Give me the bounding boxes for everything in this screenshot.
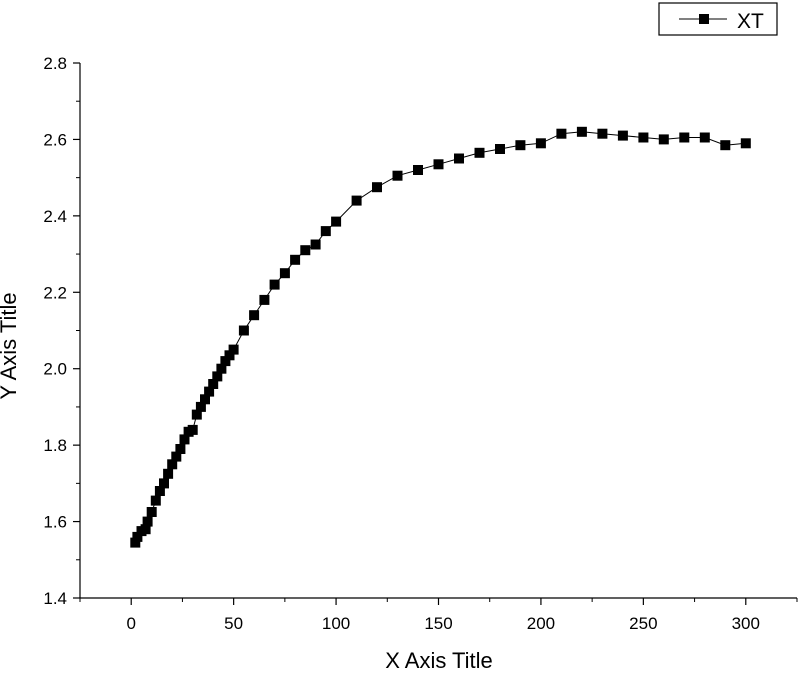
data-point — [224, 350, 235, 361]
data-point — [259, 294, 270, 305]
y-tick-label: 1.6 — [43, 513, 67, 532]
y-tick-label: 2.8 — [43, 54, 67, 73]
data-point — [179, 434, 190, 445]
y-tick-label: 2.0 — [43, 360, 67, 379]
data-point — [163, 468, 174, 479]
data-point — [195, 401, 206, 412]
data-point — [167, 459, 178, 470]
data-point — [150, 495, 161, 506]
y-axis-title: Y Axis Title — [0, 292, 21, 399]
data-point — [171, 451, 182, 462]
legend-label-xt: XT — [737, 10, 764, 33]
data-point — [351, 195, 362, 206]
y-tick-label: 2.6 — [43, 130, 67, 149]
data-point — [597, 128, 608, 139]
data-point — [220, 356, 231, 367]
data-point — [146, 507, 157, 517]
data-point — [204, 386, 215, 397]
data-point — [300, 245, 311, 256]
data-point — [454, 153, 464, 164]
y-tick-label: 2.4 — [43, 207, 67, 226]
data-point — [495, 144, 505, 154]
data-point — [638, 132, 649, 143]
data-point — [200, 394, 210, 405]
data-point — [212, 371, 223, 382]
data-point — [740, 138, 751, 149]
data-point — [474, 147, 485, 158]
legend-marker — [699, 14, 709, 24]
x-tick-label: 100 — [322, 614, 350, 633]
data-point — [208, 379, 219, 389]
data-point — [130, 537, 141, 548]
data-point — [310, 239, 321, 250]
data-point — [556, 128, 567, 139]
data-point — [269, 279, 280, 290]
data-point — [249, 310, 260, 321]
data-point — [331, 216, 342, 227]
y-tick-label: 1.8 — [43, 436, 67, 455]
x-tick-label: 300 — [732, 614, 760, 633]
data-point — [658, 134, 669, 145]
y-axis: 1.4 1.6 1.8 2.0 2.2 2.4 2.6 2.8 — [43, 54, 80, 608]
data-point — [154, 486, 165, 496]
data-point — [320, 226, 331, 237]
x-tick-label: 50 — [224, 614, 243, 633]
data-point — [576, 126, 587, 137]
data-point — [132, 531, 143, 542]
series-xt — [130, 126, 751, 548]
y-tick-label: 1.4 — [43, 589, 67, 608]
data-point — [140, 524, 151, 535]
data-point — [392, 170, 403, 181]
data-point — [238, 325, 249, 336]
data-point — [679, 132, 690, 143]
x-tick-label: 150 — [424, 614, 452, 633]
data-point — [535, 138, 546, 149]
x-axis: 0 50 100 150 200 250 300 — [79, 598, 798, 633]
data-point — [617, 130, 628, 141]
data-point — [191, 409, 202, 420]
data-point — [699, 132, 710, 143]
y-tick-label: 2.2 — [43, 283, 67, 302]
plot-frame — [79, 63, 797, 599]
data-point — [142, 516, 153, 527]
data-point — [433, 159, 444, 170]
data-point — [720, 140, 731, 151]
data-point — [515, 140, 526, 151]
data-point — [290, 254, 301, 265]
x-tick-label: 0 — [126, 614, 135, 633]
x-axis-title: X Axis Title — [385, 648, 493, 672]
x-tick-label: 200 — [527, 614, 555, 633]
data-point — [216, 363, 227, 374]
data-point — [228, 344, 239, 355]
data-point — [372, 182, 382, 193]
legend: XT — [658, 2, 778, 36]
data-point — [175, 444, 186, 454]
x-tick-label: 250 — [629, 614, 657, 633]
data-point — [159, 478, 169, 489]
data-point — [187, 424, 198, 435]
series-line-xt — [134, 131, 746, 543]
data-point — [279, 268, 290, 279]
data-point — [413, 165, 423, 175]
